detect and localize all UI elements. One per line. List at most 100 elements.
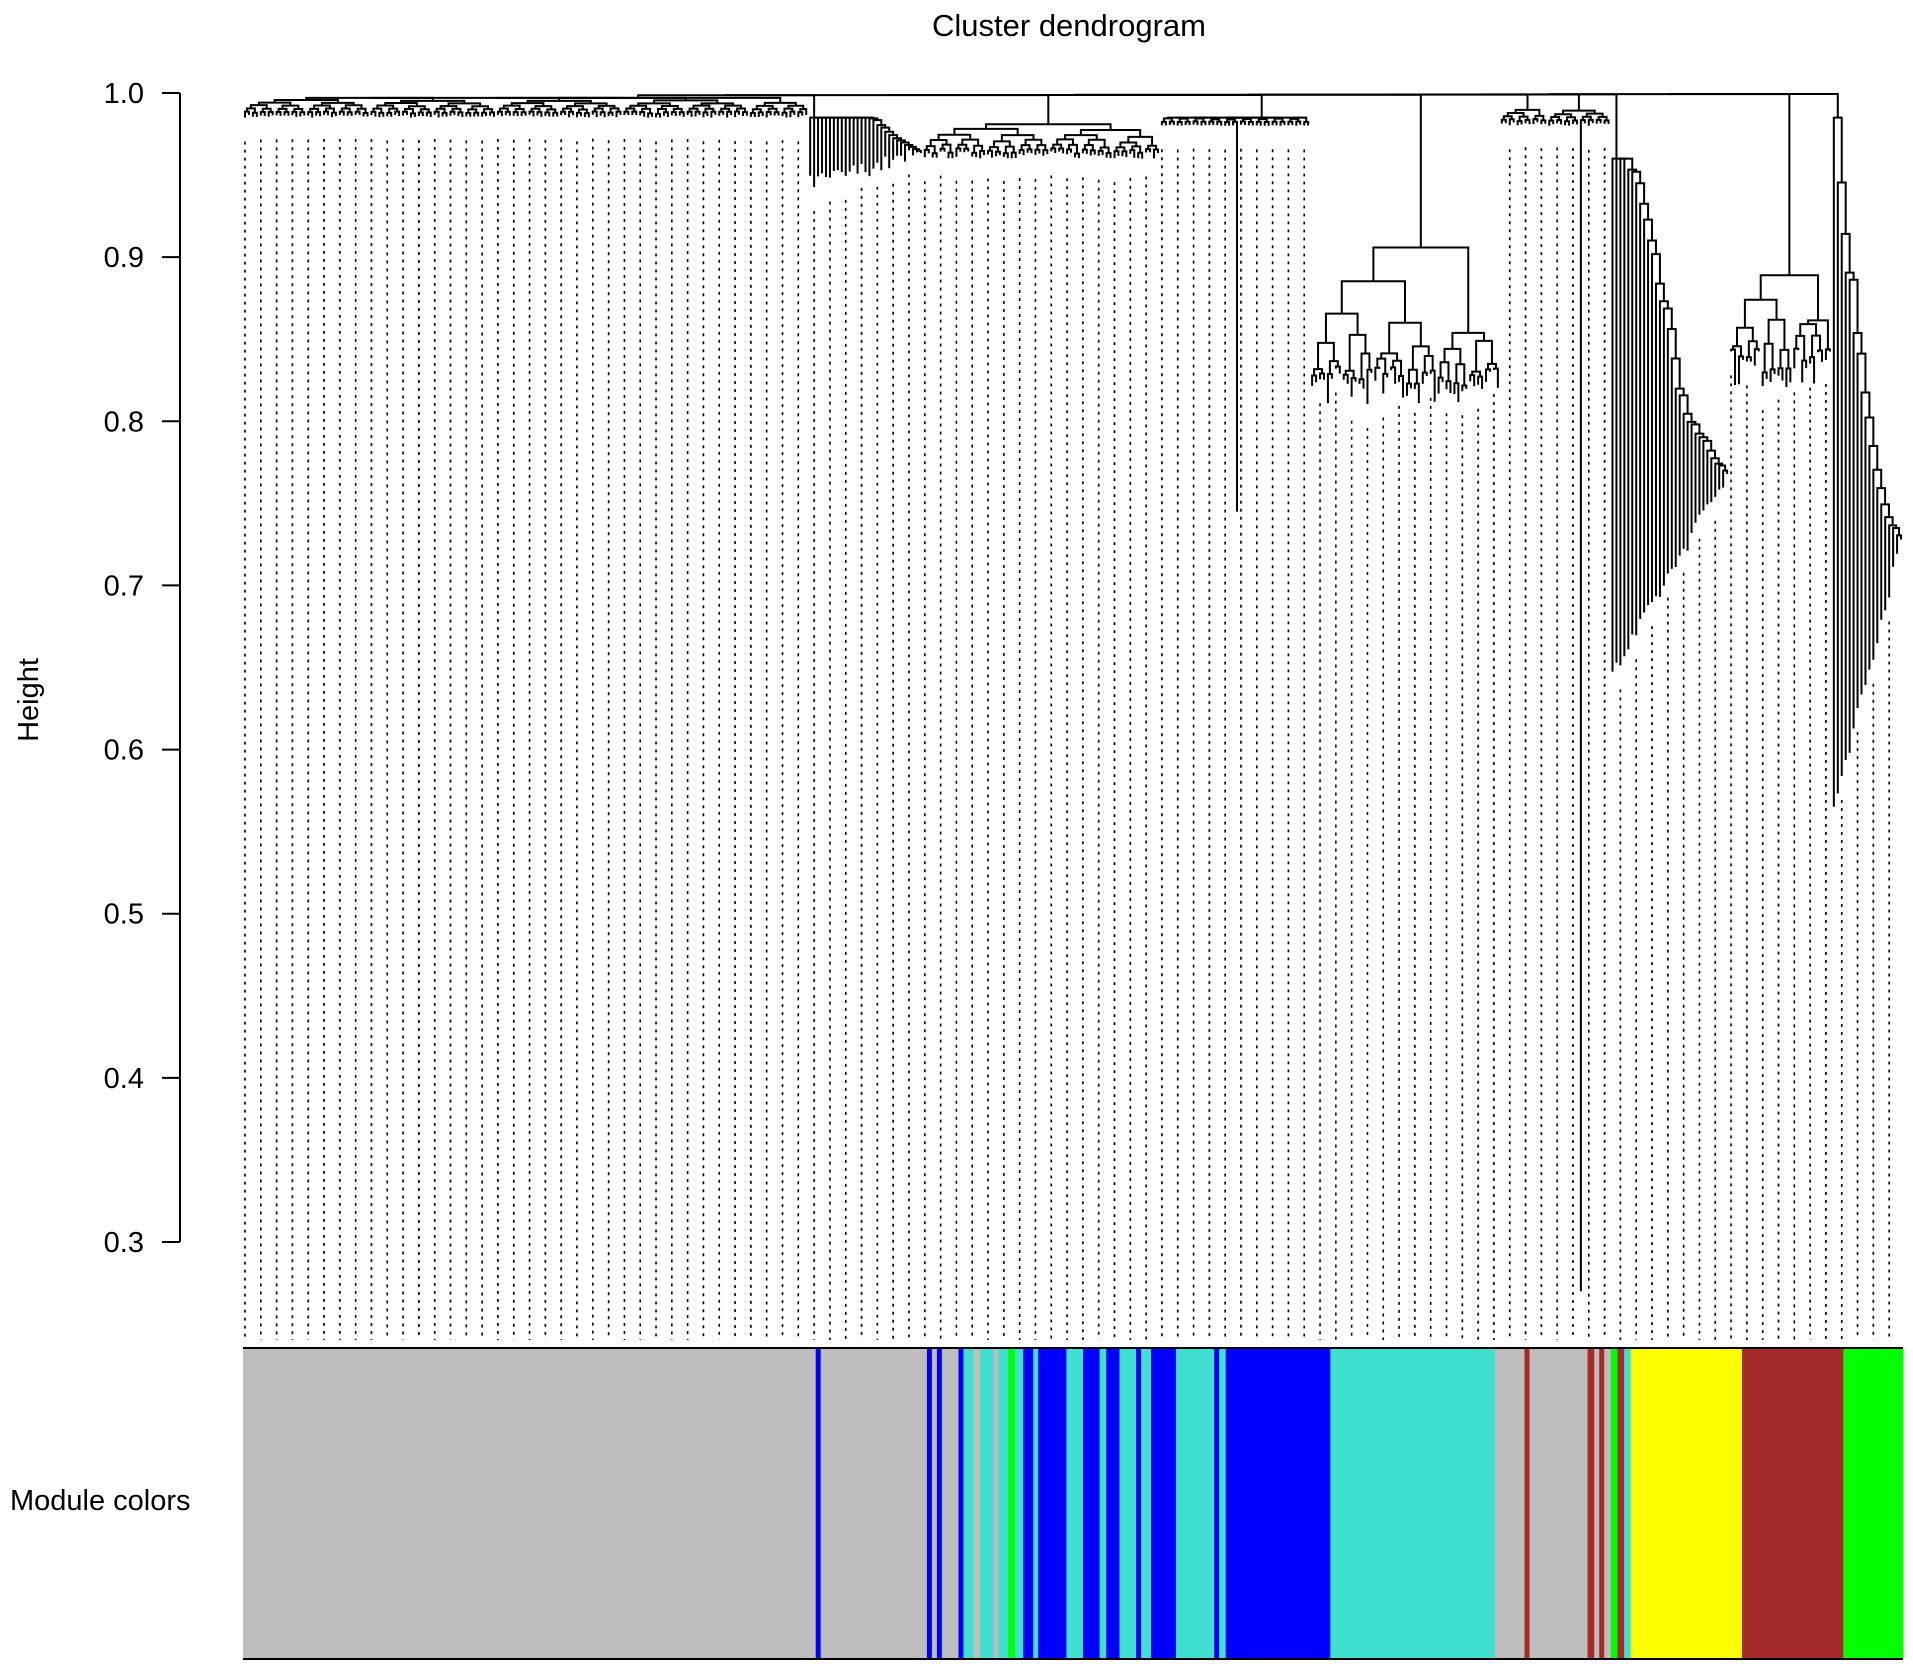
y-axis: 1.0 0.9 0.8 0.7 0.6 0.5 0.4 0.3	[104, 78, 181, 1259]
y-tick-label: 0.7	[104, 570, 144, 602]
dendrogram-branch	[1147, 144, 1157, 150]
dendrogram-branch	[765, 110, 772, 118]
dendrogram-branch	[734, 110, 741, 118]
dendrogram-branch	[536, 111, 543, 117]
dendrogram-branch	[1317, 341, 1335, 370]
dendrogram-branch	[481, 111, 488, 117]
dendrogram-branch	[1809, 356, 1816, 384]
dendrogram-branch	[1405, 382, 1412, 396]
dendrogram-branch	[267, 110, 274, 117]
dendrogram-branch	[1226, 118, 1237, 123]
dendrogram-branch	[370, 110, 377, 117]
module-color-segment	[980, 1348, 994, 1659]
dendrogram-branch	[1795, 334, 1806, 361]
dendrogram-branch	[953, 127, 1019, 136]
dendrogram-tree	[243, 92, 1903, 1292]
dendrogram-branch	[947, 151, 954, 159]
dendrogram-branch	[435, 107, 446, 113]
dendrogram-branch	[647, 112, 654, 118]
dendrogram-branch	[473, 111, 480, 117]
dendrogram-branch	[1340, 280, 1406, 323]
dendrogram-branch	[979, 150, 986, 159]
dendrogram-branch	[1145, 148, 1152, 153]
dendrogram-branch	[1627, 168, 1638, 650]
dendrogram-branch	[409, 112, 416, 118]
module-color-segment	[1599, 1348, 1605, 1659]
dendrogram-branch	[566, 105, 584, 110]
dendrogram-branch	[283, 111, 290, 116]
dendrogram-branch	[1326, 372, 1333, 404]
module-color-segment	[1630, 1348, 1638, 1659]
dendrogram-branch	[305, 96, 434, 101]
dendrogram-branch	[1246, 93, 1529, 110]
dendrogram-branch	[323, 110, 329, 116]
module-color-segment	[1624, 1348, 1632, 1659]
dendrogram-branch	[1018, 149, 1025, 156]
dendrogram-branch	[502, 104, 521, 109]
dendrogram-branch	[583, 112, 590, 118]
dendrogram-branch	[1208, 120, 1215, 126]
dendrogram-branch	[1824, 348, 1831, 360]
dendrogram-branch	[911, 148, 920, 156]
dendrogram-branch	[1611, 157, 1621, 672]
dendrogram-branch	[1388, 321, 1422, 354]
dendrogram-branch	[923, 148, 930, 158]
dendrogram-branch	[961, 138, 980, 146]
dendrogram-branch	[245, 107, 256, 113]
dendrogram-branch	[1554, 113, 1572, 118]
dendrogram-branch	[1455, 363, 1466, 386]
dendrogram-branch	[338, 110, 345, 116]
dendrogram-branch	[1603, 119, 1610, 124]
dendrogram-branch	[1176, 121, 1183, 126]
dendrogram-branch	[1475, 339, 1493, 372]
dendrogram-branch	[1200, 120, 1207, 126]
module-color-segment	[1219, 1348, 1227, 1659]
dendrogram-branch	[1073, 152, 1080, 159]
dendrogram-branch	[1888, 524, 1898, 598]
dendrogram-branch	[465, 112, 472, 117]
dendrogram-branch	[1500, 118, 1507, 124]
dendrogram-branch	[1779, 348, 1790, 369]
module-color-segment	[1232, 1348, 1331, 1659]
chart-title: Cluster dendrogram	[932, 8, 1206, 43]
module-color-segment	[243, 1348, 817, 1659]
dendrogram-branch	[376, 104, 395, 109]
module-color-segment	[1524, 1348, 1530, 1659]
dendrogram-branch	[1753, 348, 1760, 366]
dendrogram-branch	[419, 108, 430, 113]
dendrogram-branch	[1892, 526, 1901, 567]
dendrogram-branch	[1192, 120, 1199, 126]
dendrogram-branch	[1360, 352, 1371, 380]
dendrogram-branch	[402, 110, 409, 116]
y-tick-label: 1.0	[104, 78, 144, 110]
dendrogram-branch	[702, 111, 709, 118]
module-color-segment	[1529, 1348, 1588, 1659]
dendrogram-branch	[1868, 445, 1879, 670]
dendrogram-branch	[1137, 151, 1144, 159]
module-color-segment	[1225, 1348, 1233, 1659]
dendrogram-branch	[939, 147, 946, 152]
module-color-segment	[1587, 1348, 1595, 1659]
dendrogram-branch	[1081, 148, 1088, 154]
dendrogram-branch	[520, 111, 527, 117]
dendrogram-branch	[417, 111, 424, 117]
dendrogram-branch	[710, 110, 717, 118]
dendrogram-branch	[670, 111, 677, 117]
dendrogram-branch	[441, 111, 448, 117]
dendrogram-branch	[1342, 373, 1349, 384]
dendrogram-branch	[623, 110, 630, 116]
dendrogram-branch	[726, 110, 733, 118]
module-color-segment	[1617, 1348, 1625, 1659]
y-tick-label: 0.5	[104, 899, 144, 931]
dendrogram-branch	[994, 150, 1001, 157]
dendrogram-branch	[1386, 93, 1580, 111]
dendrogram-branch	[1516, 120, 1523, 126]
dendrogram-branch	[1002, 152, 1009, 159]
dendrogram-branch	[757, 111, 764, 118]
dendrogram-branch	[907, 145, 917, 151]
dendrogram-branch	[1793, 347, 1800, 369]
dendrogram-branch	[1358, 378, 1365, 389]
dendrogram-branch	[886, 93, 1263, 118]
module-color-segment	[931, 1348, 938, 1659]
